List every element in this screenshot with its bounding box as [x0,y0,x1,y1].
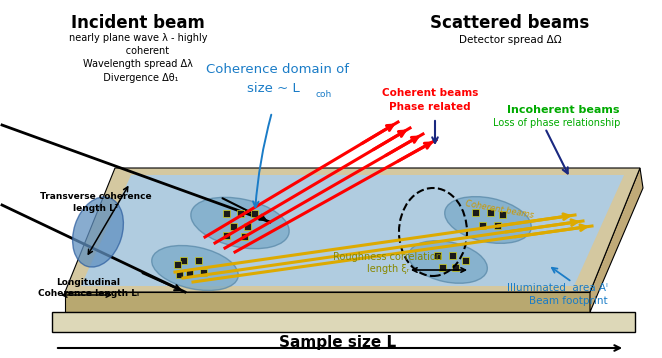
Text: Roughness correlation: Roughness correlation [334,252,442,262]
Bar [500,211,506,218]
Text: Transverse coherence: Transverse coherence [40,192,152,201]
Polygon shape [52,312,635,332]
Bar [449,252,457,258]
Bar [175,271,183,277]
Bar [440,263,446,271]
Text: Sample size L: Sample size L [279,334,397,349]
Bar [185,268,193,276]
Text: Scattered beams: Scattered beams [430,14,590,32]
Bar [487,208,495,216]
Polygon shape [590,168,643,312]
Bar [195,256,201,263]
Text: Phase related: Phase related [389,102,471,112]
Bar [173,261,181,267]
Text: Coherent beams: Coherent beams [465,199,535,221]
Text: coh: coh [316,90,332,99]
Text: Incident beam: Incident beam [71,14,205,32]
Bar [199,268,207,276]
Ellipse shape [445,197,532,243]
Text: length Lᵀ: length Lᵀ [73,204,118,213]
Text: Detector spread ΔΩ: Detector spread ΔΩ [459,35,561,45]
Text: nearly plane wave λ - highly
      coherent
Wavelength spread Δλ
  Divergence Δθ: nearly plane wave λ - highly coherent Wa… [69,33,207,83]
Ellipse shape [191,197,289,249]
Bar [250,209,258,217]
Text: Longitudinal: Longitudinal [56,278,120,287]
Bar [453,263,459,271]
Polygon shape [65,292,590,312]
Bar [222,232,230,238]
Text: Coherence domain of: Coherence domain of [207,63,350,76]
Bar [230,223,236,229]
Ellipse shape [73,197,123,267]
Bar [240,232,248,240]
Text: Incoherent beams: Incoherent beams [508,105,620,115]
Text: Coherence length Lₗ: Coherence length Lₗ [38,289,138,298]
Polygon shape [65,168,640,292]
Text: Coherent beams: Coherent beams [382,88,478,98]
Bar [463,256,469,263]
Bar [473,208,479,216]
Bar [479,222,487,228]
Text: Illuminated  area Aᴵ: Illuminated area Aᴵ [507,283,608,293]
Ellipse shape [152,246,238,290]
Ellipse shape [408,241,487,283]
Text: Loss of phase relationship: Loss of phase relationship [493,118,620,128]
Text: length ξᵣ: length ξᵣ [367,264,409,274]
Bar [495,222,502,228]
Text: Beam footprint: Beam footprint [530,296,608,306]
Polygon shape [81,175,624,286]
Text: size ~ L: size ~ L [248,82,308,95]
Bar [179,256,187,263]
Bar [236,209,244,217]
Bar [434,252,442,258]
Bar [222,209,230,217]
Bar [244,223,250,229]
